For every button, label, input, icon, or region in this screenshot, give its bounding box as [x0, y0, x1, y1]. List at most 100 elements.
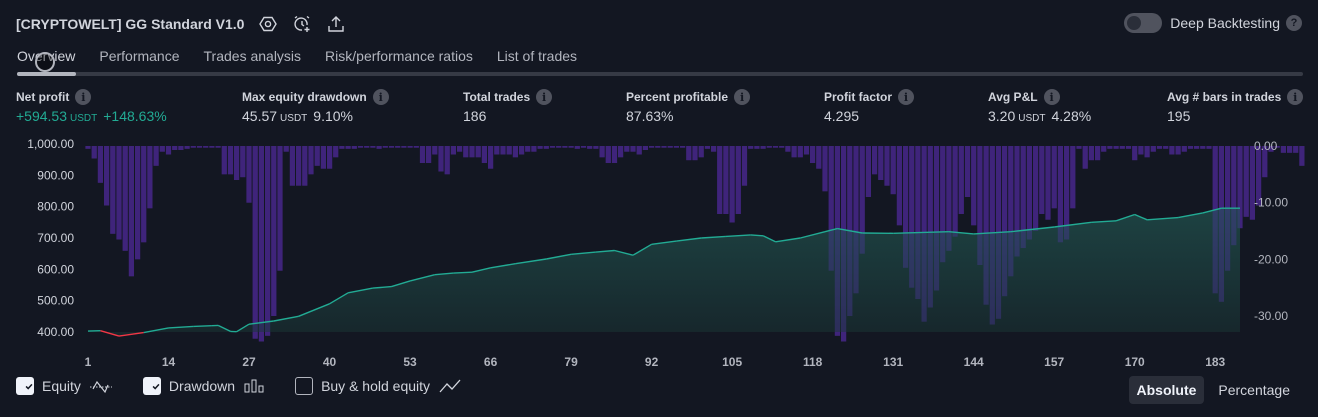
equity-checkbox[interactable]: [16, 377, 34, 395]
drawdown-bar-overlay: [834, 146, 840, 336]
drawdown-bar-overlay: [1033, 146, 1039, 231]
mode-absolute-button[interactable]: Absolute: [1128, 376, 1205, 404]
drawdown-bar-overlay: [822, 146, 828, 192]
info-icon[interactable]: i: [372, 89, 389, 105]
info-icon[interactable]: i: [898, 89, 915, 105]
drawdown-bar: [519, 146, 525, 155]
drawdown-bar: [574, 146, 580, 149]
equity-line-segment: [824, 227, 838, 233]
tab-trades-analysis[interactable]: Trades analysis: [203, 48, 302, 64]
drawdown-bar-overlay: [91, 146, 97, 159]
drawdown-bar: [896, 146, 902, 226]
drawdown-bar-overlay: [141, 146, 147, 243]
drawdown-bar: [221, 146, 227, 175]
equity-line-segment: [837, 227, 863, 234]
add-alert-icon[interactable]: [292, 14, 312, 34]
drawdown-bar-overlay: [376, 146, 382, 149]
info-icon[interactable]: i: [1043, 89, 1060, 105]
tab-performance[interactable]: Performance: [99, 48, 180, 64]
equity-drawdown-chart[interactable]: 1,000.00 900.00 800.00 700.00 600.00 500.00 40…: [0, 132, 1318, 372]
right-axis-tick-label: 0.00: [1254, 139, 1278, 153]
x-axis-tick-label: 92: [645, 355, 659, 369]
deep-backtesting: Deep Backtesting ?: [1124, 13, 1302, 33]
info-icon[interactable]: i: [734, 89, 751, 105]
x-axis-tick-label: 40: [323, 355, 337, 369]
drawdown-bar-overlay: [921, 146, 927, 322]
stat-label: Max equity drawdown: [242, 90, 367, 104]
drawdown-bar: [506, 146, 512, 155]
drawdown-bar: [364, 146, 370, 148]
equity-line-segment: [168, 325, 194, 329]
drawdown-bar: [1138, 146, 1144, 155]
drawdown-bar-overlay: [1082, 146, 1088, 169]
drawdown-bar: [1237, 146, 1243, 229]
drawdown-bar-overlay: [327, 146, 333, 169]
drawdown-bar: [1002, 146, 1008, 297]
mode-percentage-button[interactable]: Percentage: [1218, 382, 1290, 398]
legend-buy-hold-equity[interactable]: Buy & hold equity: [295, 377, 462, 395]
drawdown-bar: [667, 146, 673, 148]
buy-hold-checkbox[interactable]: [295, 377, 314, 395]
drawdown-bar-overlay: [382, 146, 388, 148]
drawdown-bar-overlay: [469, 146, 475, 158]
drawdown-bar-overlay: [1020, 146, 1026, 248]
tab-scrollbar[interactable]: [17, 72, 1303, 76]
drawdown-bar-overlay: [1237, 146, 1243, 229]
drawdown-bar-overlay: [605, 146, 611, 163]
drawdown-bar-overlay: [432, 146, 438, 155]
drawdown-bar: [296, 146, 302, 186]
drawdown-bar: [1262, 146, 1268, 178]
help-icon[interactable]: ?: [1286, 15, 1302, 31]
deep-backtesting-toggle[interactable]: [1124, 13, 1163, 33]
info-icon[interactable]: i: [536, 89, 553, 105]
drawdown-bar: [748, 146, 754, 149]
legend-equity[interactable]: Equity: [16, 377, 113, 395]
drawdown-bar: [240, 146, 246, 178]
drawdown-bar: [302, 146, 308, 186]
stat-label: Net profit: [16, 90, 70, 104]
export-icon[interactable]: [326, 14, 346, 34]
drawdown-bar-overlay: [698, 146, 704, 158]
stat-unit: USDT: [280, 113, 308, 124]
drawdown-bar: [444, 146, 450, 175]
x-axis-tick-label: 14: [162, 355, 176, 369]
drawdown-bar: [153, 146, 159, 166]
tab-list-of-trades[interactable]: List of trades: [496, 48, 578, 64]
drawdown-bar-overlay: [1101, 146, 1107, 152]
equity-line-segment: [775, 237, 801, 243]
drawdown-bars-icon: [244, 379, 264, 393]
equity-line-segment: [1177, 212, 1203, 219]
drawdown-bar-overlay: [122, 146, 128, 251]
tab-risk-performance-ratios[interactable]: Risk/performance ratios: [325, 48, 473, 64]
drawdown-bar-overlay: [587, 146, 593, 149]
drawdown-bar: [1256, 146, 1262, 206]
legend-drawdown[interactable]: Drawdown: [142, 377, 265, 395]
drawdown-bar-overlay: [890, 146, 896, 195]
equity-line-segment: [298, 303, 330, 317]
drawdown-bar: [271, 146, 277, 316]
drawdown-bar: [673, 146, 679, 148]
drawdown-bar: [1194, 146, 1200, 149]
info-icon[interactable]: i: [1287, 89, 1304, 105]
drawdown-bar-overlay: [828, 146, 834, 271]
drawdown-bar-overlay: [1156, 146, 1163, 149]
drawdown-bar: [357, 146, 364, 148]
equity-line-segment: [118, 331, 144, 337]
drawdown-bar: [1169, 146, 1175, 155]
drawdown-bar-overlay: [234, 146, 240, 180]
drawdown-bar: [1014, 146, 1020, 257]
drawdown-bar-overlay: [388, 146, 395, 148]
drawdown-bar-overlay: [568, 146, 574, 148]
equity-line-segment: [1091, 220, 1117, 223]
drawdown-checkbox[interactable]: [142, 377, 161, 395]
drawdown-bar-overlay: [519, 146, 525, 155]
drawdown-bar: [636, 146, 642, 155]
drawdown-bar: [258, 146, 264, 342]
drawdown-bar-overlay: [977, 146, 983, 265]
settings-hexagon-icon[interactable]: [258, 14, 278, 34]
equity-line-segment: [1010, 226, 1055, 233]
drawdown-bar-overlay: [475, 146, 481, 158]
info-icon[interactable]: i: [75, 89, 92, 105]
drawdown-bar: [649, 146, 655, 148]
left-axis-tick-label: 800.00: [37, 200, 74, 214]
